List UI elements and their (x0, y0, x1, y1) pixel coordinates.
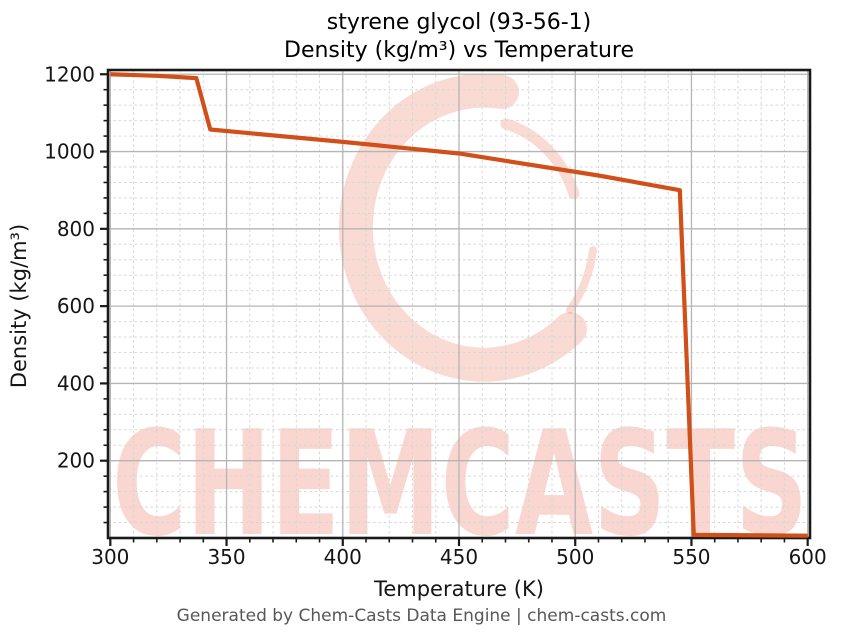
x-tick-labels: 300 350 400 450 500 550 600 (91, 545, 827, 569)
svg-text:550: 550 (672, 545, 710, 569)
svg-text:350: 350 (207, 545, 245, 569)
chart-title-line1: styrene glycol (93-56-1) (326, 10, 592, 35)
density-line (110, 72, 808, 538)
chart-title: styrene glycol (93-56-1) Density (kg/m³)… (108, 9, 810, 65)
y-tick-labels: 200 400 600 800 1000 1200 (44, 62, 95, 472)
svg-text:600: 600 (789, 545, 827, 569)
plot-generated-layer: 300 350 400 450 500 550 600 200 400 600 800 1000 120… (44, 62, 827, 569)
axis-ticks (100, 73, 809, 546)
footer-credit: Generated by Chem-Casts Data Engine | ch… (176, 606, 667, 626)
svg-text:500: 500 (556, 545, 594, 569)
y-axis-label: Density (kg/m³) (7, 224, 31, 388)
watermark: CHEMCASTS (112, 73, 808, 569)
svg-text:300: 300 (91, 545, 129, 569)
svg-text:450: 450 (440, 545, 478, 569)
svg-text:800: 800 (57, 217, 95, 241)
svg-text:400: 400 (324, 545, 362, 569)
chart-title-line2: Density (kg/m³) vs Temperature (284, 38, 634, 63)
svg-text:200: 200 (57, 449, 95, 473)
x-axis-label: Temperature (K) (373, 577, 544, 601)
svg-text:600: 600 (57, 294, 95, 318)
chemcasts-logo-swirl-icon (338, 73, 597, 382)
svg-text:400: 400 (57, 371, 95, 395)
svg-text:1200: 1200 (44, 62, 95, 86)
svg-text:1000: 1000 (44, 140, 95, 164)
